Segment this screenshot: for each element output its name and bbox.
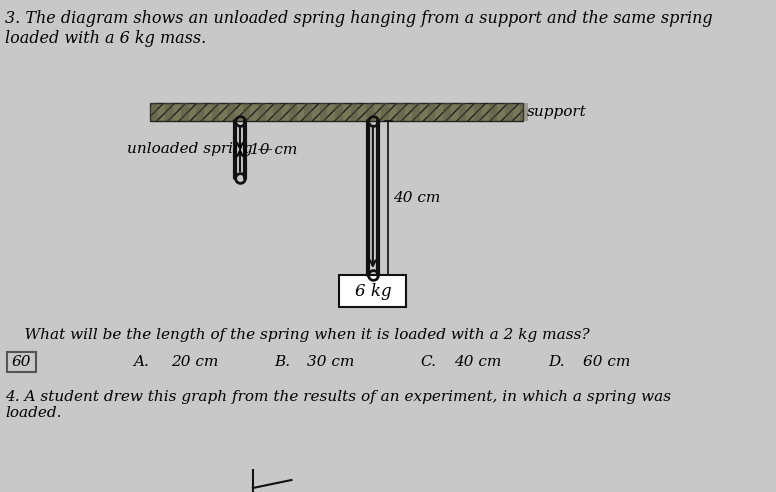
Bar bbox=[459, 103, 466, 121]
Bar bbox=[335, 103, 343, 121]
Text: 10 cm: 10 cm bbox=[251, 143, 298, 156]
Bar bbox=[443, 103, 451, 121]
Bar bbox=[320, 103, 327, 121]
Text: 30 cm: 30 cm bbox=[307, 355, 354, 369]
Text: D.: D. bbox=[549, 355, 565, 369]
Bar bbox=[428, 103, 435, 121]
Bar bbox=[366, 103, 374, 121]
Bar bbox=[289, 103, 296, 121]
Bar bbox=[505, 103, 513, 121]
Bar bbox=[474, 103, 482, 121]
Bar bbox=[150, 103, 523, 121]
Bar bbox=[212, 103, 220, 121]
Bar bbox=[165, 103, 173, 121]
Text: 40 cm: 40 cm bbox=[454, 355, 501, 369]
Text: unloaded spring —: unloaded spring — bbox=[126, 143, 272, 156]
Bar bbox=[196, 103, 204, 121]
Bar bbox=[273, 103, 281, 121]
Text: C.: C. bbox=[420, 355, 436, 369]
Bar bbox=[7, 352, 36, 372]
Bar bbox=[382, 103, 389, 121]
Bar bbox=[351, 103, 359, 121]
Text: What will be the length of the spring when it is loaded with a 2 kg mass?: What will be the length of the spring wh… bbox=[5, 328, 590, 342]
Bar bbox=[339, 275, 407, 307]
Bar bbox=[412, 103, 420, 121]
Bar bbox=[258, 103, 265, 121]
Text: B.: B. bbox=[274, 355, 290, 369]
Bar bbox=[150, 103, 158, 121]
Bar bbox=[520, 103, 528, 121]
Bar bbox=[243, 103, 251, 121]
Text: 6 kg: 6 kg bbox=[355, 282, 391, 300]
Text: 3. The diagram shows an unloaded spring hanging from a support and the same spri: 3. The diagram shows an unloaded spring … bbox=[5, 10, 713, 47]
Text: 60 cm: 60 cm bbox=[583, 355, 630, 369]
Bar bbox=[304, 103, 312, 121]
Text: 60: 60 bbox=[12, 355, 31, 369]
Bar bbox=[397, 103, 404, 121]
Text: 4. A student drew this graph from the results of an experiment, in which a sprin: 4. A student drew this graph from the re… bbox=[5, 390, 671, 420]
Bar bbox=[181, 103, 189, 121]
Text: 40 cm: 40 cm bbox=[393, 191, 441, 205]
Bar bbox=[227, 103, 235, 121]
Bar bbox=[490, 103, 497, 121]
Text: 20 cm: 20 cm bbox=[171, 355, 219, 369]
Text: support: support bbox=[527, 105, 587, 119]
Text: A.: A. bbox=[133, 355, 149, 369]
